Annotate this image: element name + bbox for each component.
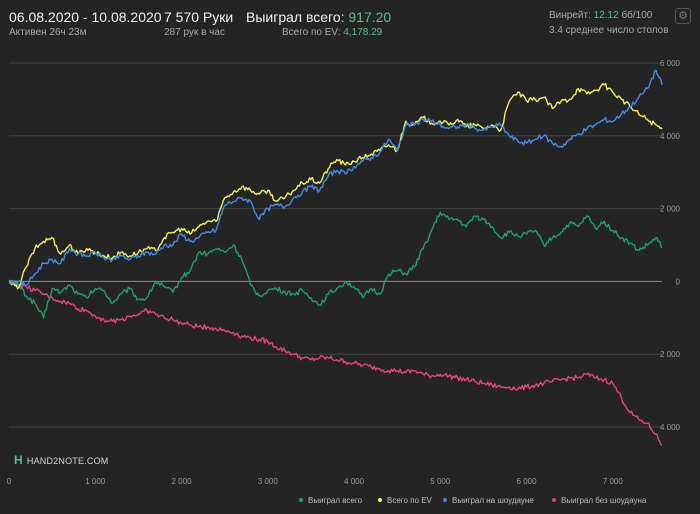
hands-per-hour: 287 рук в час: [164, 27, 225, 38]
x-tick-label: 0: [7, 477, 12, 486]
series-line-0: [8, 211, 663, 319]
legend-label-ev: Всего по EV: [387, 496, 432, 505]
total-won-value: 917.20: [348, 9, 392, 25]
y-tick-label: 4 000: [660, 423, 681, 432]
winrate-value: 12.12: [593, 10, 619, 21]
date-range: 06.08.2020 - 10.08.2020: [9, 9, 162, 25]
y-tick-label: 6 000: [660, 59, 681, 68]
x-tick-label: 7 000: [603, 477, 624, 486]
legend-dot-nonshowdown: [552, 497, 556, 502]
hands-count: 7 570 Руки: [164, 9, 234, 25]
legend-item-ev[interactable]: Всего по EV: [378, 496, 432, 505]
logo-mark: H: [14, 453, 23, 467]
stats-header: 06.08.2020 - 10.08.2020 Активен 26ч 23м …: [0, 0, 700, 44]
winrate-label: Винрейт:: [549, 10, 591, 21]
grid: [9, 62, 662, 428]
y-axis-labels: 6 000 4 000 2 000 0 2 000 4 000: [660, 59, 681, 432]
legend-dot-won: [299, 497, 303, 502]
legend-label-showdown: Выиграл на шоудауне: [452, 496, 534, 505]
legend-label-nonshowdown: Выиграл без шоудауна: [561, 496, 647, 505]
y-tick-label: 2 000: [660, 205, 681, 214]
series-line-1: [8, 82, 663, 290]
series-lines: [8, 69, 663, 446]
x-tick-label: 5 000: [430, 477, 451, 486]
logo-text: HAND2NOTE.COM: [26, 456, 109, 466]
series-line-2: [8, 69, 663, 287]
gear-icon[interactable]: ⚙: [675, 8, 691, 24]
total-won: Выиграл всего: 917.20: [246, 9, 391, 25]
x-tick-label: 2 000: [172, 477, 193, 486]
legend-dot-ev: [378, 497, 382, 502]
legend-item-showdown[interactable]: Выиграл на шоудауне: [443, 496, 534, 505]
avg-tables: 3.4 среднее число столов: [549, 25, 669, 36]
total-ev-label: Всего по EV:: [282, 27, 341, 38]
legend-item-nonshowdown[interactable]: Выиграл без шоудауна: [552, 496, 646, 505]
y-tick-label: 2 000: [660, 350, 681, 359]
legend-label-won: Выиграл всего: [308, 496, 363, 505]
legend-item-won[interactable]: Выиграл всего: [299, 496, 362, 505]
hand2note-logo: H HAND2NOTE.COM: [14, 453, 108, 467]
winrate: Винрейт: 12.12 бб/100: [549, 10, 652, 21]
y-tick-label: 4 000: [660, 132, 681, 141]
x-tick-label: 4 000: [344, 477, 365, 486]
active-time: Активен 26ч 23м: [9, 27, 87, 38]
legend-dot-showdown: [443, 497, 447, 502]
x-tick-label: 6 000: [517, 477, 538, 486]
x-tick-label: 1 000: [85, 477, 106, 486]
total-won-label: Выиграл всего:: [246, 9, 345, 25]
series-line-3: [8, 279, 663, 446]
winrate-unit: бб/100: [621, 10, 653, 21]
x-axis-labels: 0 1 000 2 000 3 000 4 000 5 000 6 000 7 000: [7, 477, 624, 486]
x-tick-label: 3 000: [258, 477, 279, 486]
y-tick-label: 0: [676, 277, 681, 286]
total-ev: Всего по EV: 4,178.29: [282, 27, 382, 38]
total-ev-value: 4,178.29: [343, 27, 383, 38]
